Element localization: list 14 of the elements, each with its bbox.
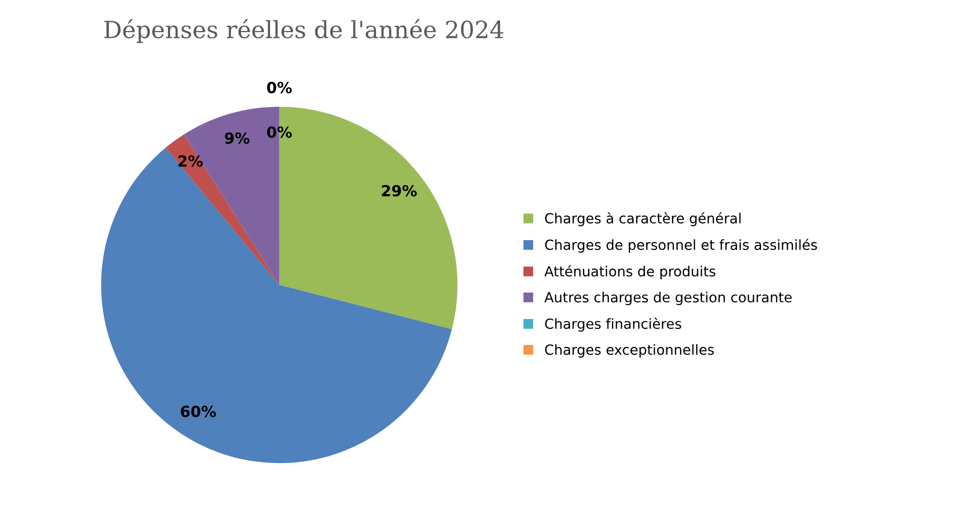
chart-title: Dépenses réelles de l'année 2024: [104, 19, 504, 43]
data-label: 29%: [382, 184, 417, 196]
text: 0%: [267, 82, 292, 94]
data-label: 9%: [224, 132, 250, 144]
data-label: 60%: [180, 406, 216, 418]
pie-slice: [101, 148, 452, 464]
legend-label: Atténuations de produits: [544, 265, 716, 280]
legend-label: Charges financières: [545, 318, 682, 332]
legend-label: Charges à caractère général: [545, 212, 741, 226]
legend-label: Charges de personnel et frais assimilés: [545, 238, 817, 253]
legend-label: Charges exceptionnelles: [545, 344, 714, 358]
text: 0%: [267, 126, 292, 138]
legend-label: Autres charges de gestion courante: [544, 292, 792, 306]
data-label: 2%: [178, 155, 203, 167]
